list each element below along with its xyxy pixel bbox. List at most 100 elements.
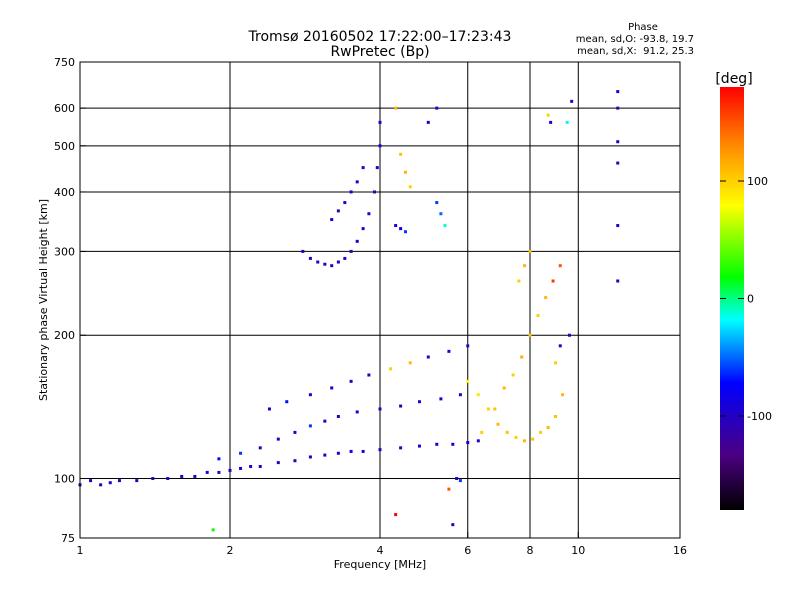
data-point (361, 227, 365, 231)
data-point (308, 424, 312, 428)
data-point (180, 474, 184, 478)
y-tick-label: 300 (54, 245, 75, 258)
data-point (349, 249, 353, 253)
data-point (336, 209, 340, 213)
data-point (466, 379, 470, 383)
data-point (343, 201, 347, 205)
colorbar-ticks: 100 0 -100 (720, 175, 772, 423)
data-point (308, 455, 312, 459)
phase-stats-heading: Phase (628, 22, 658, 33)
data-point (361, 166, 365, 170)
data-point (520, 355, 524, 359)
data-point (293, 459, 297, 463)
data-point (616, 106, 620, 110)
data-point (217, 457, 221, 461)
y-axis: 75 100 200 300 400 500 600 750 (54, 56, 86, 545)
data-point (558, 264, 562, 268)
data-point (616, 90, 620, 94)
data-point (426, 355, 430, 359)
x-tick-label: 8 (527, 544, 534, 557)
y-axis-label: Stationary phase Virtual Height [km] (37, 199, 50, 401)
data-point (539, 430, 543, 434)
data-point (616, 161, 620, 165)
data-point (330, 218, 334, 222)
data-point (349, 190, 353, 194)
data-point (330, 264, 334, 268)
x-axis-label: Frequency [MHz] (334, 558, 426, 571)
chart-subtitle: RwPretec (Bp) (330, 44, 429, 60)
data-point (89, 479, 93, 483)
x-axis: 1 2 4 6 8 10 16 (77, 532, 687, 557)
data-point (394, 513, 398, 517)
data-point (458, 393, 462, 397)
data-point (458, 479, 462, 483)
data-point (378, 120, 382, 124)
colorbar-tick-label: 0 (747, 293, 754, 306)
data-point (536, 314, 540, 318)
data-point (480, 430, 484, 434)
data-point (435, 442, 439, 446)
data-point (439, 397, 443, 401)
data-point (565, 120, 569, 124)
x-tick-label: 10 (571, 544, 585, 557)
data-point (447, 487, 451, 491)
data-point (544, 296, 548, 300)
data-point (373, 190, 377, 194)
data-point (443, 224, 447, 228)
data-point (349, 449, 353, 453)
x-tick-label: 4 (377, 544, 384, 557)
data-point (308, 393, 312, 397)
phase-stats-o: mean, sd,O: -93.8, 19.7 (576, 34, 694, 45)
data-point (476, 393, 480, 397)
data-point (486, 407, 490, 411)
x-tick-label: 16 (673, 544, 687, 557)
data-point (426, 120, 430, 124)
data-point (375, 166, 379, 170)
data-point (616, 279, 620, 283)
data-point (408, 361, 412, 365)
data-point (355, 410, 359, 414)
data-point (323, 262, 327, 266)
data-point (285, 400, 289, 404)
data-point (355, 180, 359, 184)
data-point (205, 470, 209, 474)
data-point (323, 453, 327, 457)
data-point (403, 230, 407, 234)
data-point (517, 279, 521, 283)
data-point (528, 333, 532, 337)
data-point (228, 468, 232, 472)
data-point (551, 279, 555, 283)
y-tick-label: 100 (54, 473, 75, 486)
data-point (349, 379, 353, 383)
data-point (399, 227, 403, 231)
data-point (323, 419, 327, 423)
data-point (466, 441, 470, 445)
data-point (561, 393, 565, 397)
data-point (367, 373, 371, 377)
data-point (531, 437, 535, 441)
data-point (330, 386, 334, 390)
data-point (399, 446, 403, 450)
data-point (361, 449, 365, 453)
y-tick-label: 75 (61, 532, 75, 545)
x-tick-label: 1 (77, 544, 84, 557)
data-point (258, 446, 262, 450)
data-point (549, 120, 553, 124)
data-point (403, 170, 407, 174)
data-point (546, 425, 550, 429)
data-point (546, 113, 550, 117)
data-points (78, 90, 620, 532)
data-point (451, 523, 455, 527)
data-point (267, 407, 271, 411)
data-point (523, 264, 527, 268)
data-point (293, 430, 297, 434)
data-point (616, 224, 620, 228)
data-point (316, 260, 320, 264)
colorbar-tick-label: -100 (747, 410, 772, 423)
data-point (493, 407, 497, 411)
data-point (553, 361, 557, 365)
data-point (355, 239, 359, 243)
data-point (99, 483, 103, 487)
data-point (301, 249, 305, 253)
data-point (276, 461, 280, 465)
